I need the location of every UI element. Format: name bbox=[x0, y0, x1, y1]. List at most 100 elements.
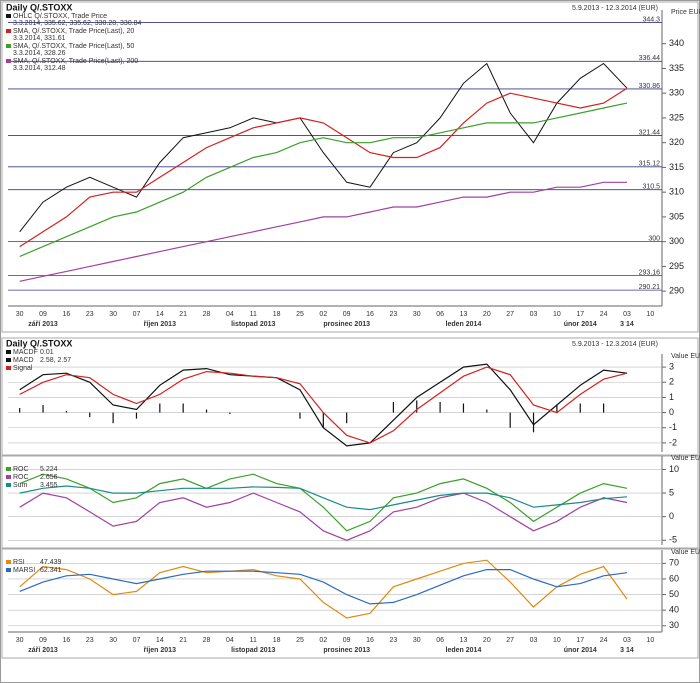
histogram-bar bbox=[205, 409, 208, 413]
month-label: říjen 2013 bbox=[144, 647, 176, 654]
histogram-bar bbox=[229, 412, 231, 415]
histogram-bar bbox=[439, 401, 441, 413]
y-tick-label: 2 bbox=[669, 377, 674, 387]
y-tick-label: 300 bbox=[669, 236, 684, 246]
legend-swatch bbox=[6, 366, 11, 370]
x-tick-label: 14 bbox=[156, 637, 164, 644]
x-tick-label: 18 bbox=[273, 311, 281, 318]
x-tick-label: 21 bbox=[179, 637, 187, 644]
month-label: prosinec 2013 bbox=[323, 321, 370, 328]
x-tick-label: 24 bbox=[600, 311, 608, 318]
series-line bbox=[19, 485, 628, 511]
x-tick-label: 04 bbox=[226, 637, 234, 644]
x-tick-label: 06 bbox=[436, 311, 444, 318]
date-range: 5.9.2013 - 12.3.2014 (EUR) bbox=[572, 341, 658, 348]
histogram-bar bbox=[42, 405, 44, 413]
histogram-bar bbox=[532, 412, 535, 433]
y-tick-label: 310 bbox=[669, 187, 684, 197]
series-line bbox=[19, 102, 628, 258]
x-tick-label: 20 bbox=[483, 637, 491, 644]
x-tick-label: 02 bbox=[319, 311, 327, 318]
y-tick-label: 305 bbox=[669, 211, 684, 221]
legend-name: SMA, Q/.STOXX, Trade Price(Last), 20 bbox=[13, 28, 134, 35]
histogram-bar bbox=[135, 412, 138, 419]
x-tick-label: 27 bbox=[506, 311, 514, 318]
legend-name: MARSI bbox=[13, 567, 35, 574]
y-tick-label: 50 bbox=[669, 589, 679, 599]
x-tick-label: 23 bbox=[86, 637, 94, 644]
date-range: 5.9.2013 - 12.3.2014 (EUR) bbox=[572, 5, 658, 12]
x-tick-label: 13 bbox=[460, 637, 468, 644]
month-label: září 2013 bbox=[28, 321, 58, 328]
legend-swatch bbox=[6, 350, 11, 354]
level-label: 336.44 bbox=[639, 55, 661, 62]
x-tick-label: 30 bbox=[413, 637, 421, 644]
histogram-bar bbox=[112, 412, 114, 424]
x-tick-label: 06 bbox=[436, 637, 444, 644]
y-tick-label: 335 bbox=[669, 63, 684, 73]
legend-swatch bbox=[6, 59, 11, 63]
x-tick-label: 30 bbox=[109, 637, 117, 644]
x-tick-label: 17 bbox=[576, 637, 584, 644]
x-tick-label: 07 bbox=[133, 637, 141, 644]
x-tick-label: 25 bbox=[296, 637, 304, 644]
x-tick-label: 16 bbox=[366, 637, 374, 644]
panel-title: Daily Q/.STOXX bbox=[6, 2, 72, 12]
legend-swatch bbox=[6, 568, 11, 572]
x-tick-label: 09 bbox=[343, 637, 351, 644]
x-tick-label: 10 bbox=[553, 637, 561, 644]
legend-swatch bbox=[6, 483, 11, 487]
x-tick-label: 13 bbox=[460, 311, 468, 318]
series-line bbox=[19, 181, 627, 282]
level-label: 315.12 bbox=[639, 161, 661, 168]
y-tick-label: 295 bbox=[669, 261, 684, 271]
month-label: listopad 2013 bbox=[231, 321, 275, 328]
x-tick-label: 10 bbox=[646, 311, 654, 318]
level-label: 344.3 bbox=[642, 16, 660, 23]
x-tick-label: 17 bbox=[576, 311, 584, 318]
legend-value: 5.224 bbox=[40, 466, 58, 473]
y-tick-label: 340 bbox=[669, 38, 684, 48]
x-tick-label: 03 bbox=[623, 311, 631, 318]
legend-value: 3.3.2014, 328.26 bbox=[13, 50, 66, 57]
series-line bbox=[19, 62, 628, 233]
y-tick-label: -2 bbox=[669, 437, 677, 447]
y-tick-label: 0 bbox=[669, 511, 674, 521]
y-tick-label: 320 bbox=[669, 137, 684, 147]
histogram-bar bbox=[299, 412, 301, 419]
y-tick-label: 0 bbox=[669, 407, 674, 417]
x-tick-label: 27 bbox=[506, 637, 514, 644]
x-tick-label: 11 bbox=[250, 311, 257, 318]
y-tick-label: 30 bbox=[669, 620, 679, 630]
histogram-bar bbox=[89, 412, 91, 418]
month-label: prosinec 2013 bbox=[323, 647, 370, 654]
x-tick-label: 07 bbox=[133, 311, 141, 318]
legend-name: SMA, Q/.STOXX, Trade Price(Last), 50 bbox=[13, 43, 134, 50]
histogram-bar bbox=[509, 412, 511, 428]
month-label: leden 2014 bbox=[446, 647, 482, 654]
y-tick-label: 40 bbox=[669, 605, 679, 615]
legend-name: ROC bbox=[13, 466, 29, 473]
month-label: únor 2014 bbox=[564, 647, 597, 654]
level-label: 300 bbox=[648, 236, 660, 243]
y-axis-label: Value EUR bbox=[671, 455, 700, 462]
x-tick-label: 30 bbox=[109, 311, 117, 318]
y-tick-label: 330 bbox=[669, 88, 684, 98]
y-tick-label: 3 bbox=[669, 361, 674, 371]
legend-name: OHLC Q/.STOXX, Trade Price bbox=[13, 13, 107, 20]
y-tick-label: 325 bbox=[669, 112, 684, 122]
histogram-bar bbox=[346, 412, 348, 424]
legend-name: RSI bbox=[13, 559, 25, 566]
x-tick-label: 20 bbox=[483, 311, 491, 318]
x-tick-label: 23 bbox=[389, 311, 397, 318]
month-label: 3 14 bbox=[620, 321, 634, 328]
month-label: září 2013 bbox=[28, 647, 58, 654]
legend-name: MACDF bbox=[13, 349, 38, 356]
y-tick-label: 1 bbox=[669, 392, 674, 402]
series-line bbox=[19, 87, 628, 248]
histogram-bar bbox=[603, 403, 605, 413]
month-label: říjen 2013 bbox=[144, 321, 176, 328]
level-label: 321.44 bbox=[639, 129, 661, 136]
series-line bbox=[19, 366, 628, 444]
